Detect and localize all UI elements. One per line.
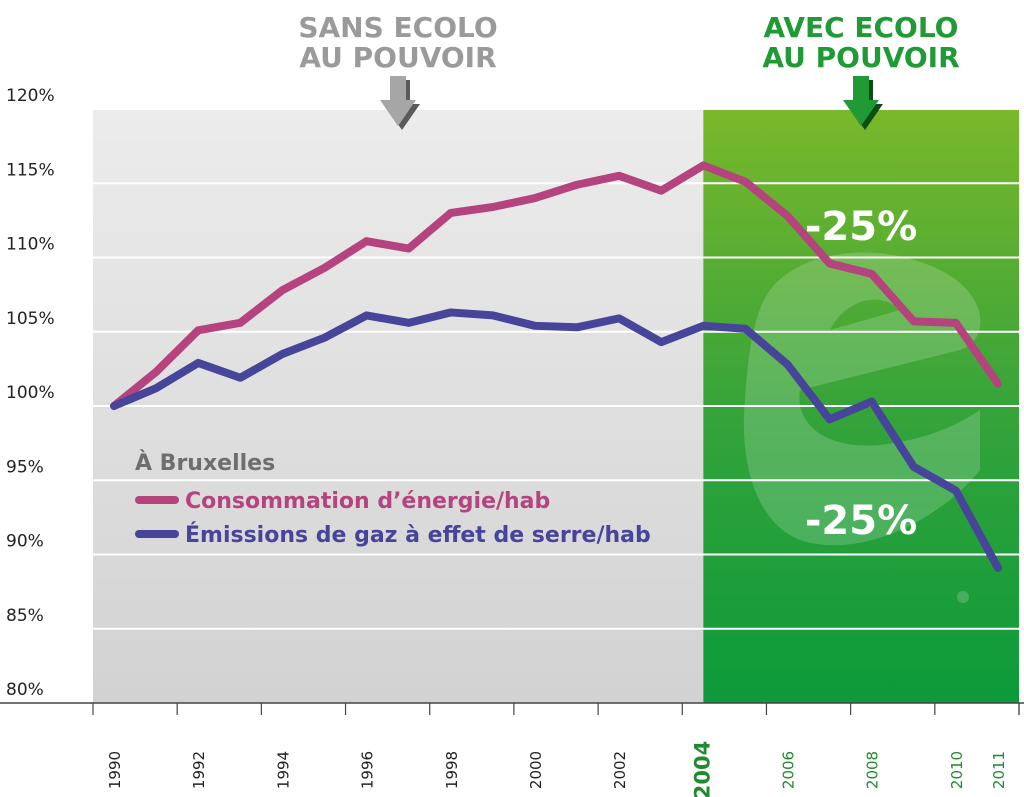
point-s0-2003	[660, 189, 663, 192]
y-tick-label-105: 105%	[6, 309, 55, 329]
point-s1-2002	[618, 317, 621, 320]
point-s0-1998	[449, 211, 452, 214]
x-tick-label-1994: 1994	[274, 751, 292, 789]
point-s0-2000	[533, 197, 536, 200]
point-s0-2005	[744, 180, 747, 183]
series-line-energy	[110, 161, 1002, 410]
point-s0-1993	[239, 321, 242, 324]
legend-label-energy: Consommation d’énergie/hab	[185, 489, 550, 514]
y-tick-label-90: 90%	[6, 532, 44, 552]
point-s0-2001	[576, 183, 579, 186]
grey-down-arrow-icon	[380, 76, 420, 130]
point-s1-2007	[828, 418, 831, 421]
point-s0-1994	[281, 289, 284, 292]
legend-title: À Bruxelles	[135, 450, 275, 476]
series-points	[113, 164, 999, 569]
legend: À Bruxelles Consommation d’énergie/hab É…	[135, 450, 651, 548]
point-s0-2004	[702, 164, 705, 167]
point-s0-2008	[870, 272, 873, 275]
x-axis-ticks	[92, 703, 1020, 715]
y-tick-label-110: 110%	[6, 235, 55, 255]
y-tick-label-80: 80%	[6, 680, 44, 700]
point-s1-1993	[239, 376, 242, 379]
point-s0-1997	[407, 247, 410, 250]
x-tick-label-2000: 2000	[527, 751, 545, 789]
point-s1-1996	[365, 314, 368, 317]
x-tick-label-1992: 1992	[190, 751, 208, 789]
x-tick-label-2002: 2002	[611, 751, 629, 789]
x-axis-labels: 1990 1992 1994 1996 1998 2000 2002 2004 2006 2008…	[106, 741, 1008, 797]
y-tick-label-115: 115%	[6, 160, 55, 180]
x-tick-label-2011: 2011	[990, 751, 1008, 789]
x-tick-label-2004: 2004	[690, 741, 714, 797]
point-s1-1990	[113, 405, 116, 407]
point-s1-1991	[155, 387, 158, 390]
x-tick-label-1998: 1998	[443, 751, 461, 789]
point-s1-2005	[744, 327, 747, 330]
avec-ecolo-heading-line1: AVEC ECOLO	[764, 11, 959, 44]
series-line-emissions	[110, 308, 1002, 572]
point-s1-1992	[197, 361, 200, 364]
y-axis-labels: 80% 85% 90% 95% 100% 105% 110% 115% 120%	[6, 86, 55, 700]
point-s1-2010	[954, 489, 957, 492]
legend-label-emissions: Émissions de gaz à effet de serre/hab	[185, 522, 651, 548]
point-s0-1992	[197, 329, 200, 332]
point-s1-1997	[407, 321, 410, 324]
point-s1-1995	[323, 336, 326, 339]
point-s0-2011	[996, 382, 999, 385]
point-s1-2009	[912, 465, 915, 468]
energy-reduction-annotation: -25%	[805, 204, 917, 250]
point-s0-2006	[786, 214, 789, 217]
x-tick-label-2008: 2008	[864, 751, 882, 789]
y-tick-label-100: 100%	[6, 383, 55, 403]
x-tick-label-1996: 1996	[359, 751, 377, 789]
point-s0-2002	[618, 174, 621, 177]
point-s1-2011	[996, 566, 999, 569]
sans-ecolo-heading-line1: SANS ECOLO	[298, 11, 497, 44]
point-s1-2008	[870, 400, 873, 403]
point-s1-1999	[491, 314, 494, 317]
point-s1-2000	[533, 324, 536, 327]
point-s0-2007	[828, 262, 831, 265]
point-s1-2004	[702, 324, 705, 327]
x-tick-label-1990: 1990	[106, 751, 124, 789]
point-s1-2006	[786, 363, 789, 366]
avec-ecolo-heading-line2: AU POUVOIR	[762, 41, 959, 74]
point-s0-1999	[491, 206, 494, 209]
point-s0-2009	[912, 320, 915, 323]
point-s1-1998	[449, 311, 452, 314]
point-s0-2010	[954, 321, 957, 324]
point-s0-1995	[323, 266, 326, 269]
emissions-reduction-annotation: -25%	[805, 498, 917, 544]
point-s0-1996	[365, 240, 368, 243]
point-s1-1994	[281, 353, 284, 356]
x-tick-label-2010: 2010	[948, 751, 966, 789]
green-down-arrow-icon	[843, 76, 883, 130]
y-tick-label-120: 120%	[6, 86, 55, 106]
y-tick-label-85: 85%	[6, 606, 44, 626]
sans-ecolo-heading-line2: AU POUVOIR	[299, 41, 496, 74]
y-tick-label-95: 95%	[6, 457, 44, 477]
point-s1-2001	[576, 326, 579, 329]
point-s0-1991	[155, 370, 158, 373]
point-s1-2003	[660, 341, 663, 344]
x-tick-label-2006: 2006	[780, 751, 798, 789]
